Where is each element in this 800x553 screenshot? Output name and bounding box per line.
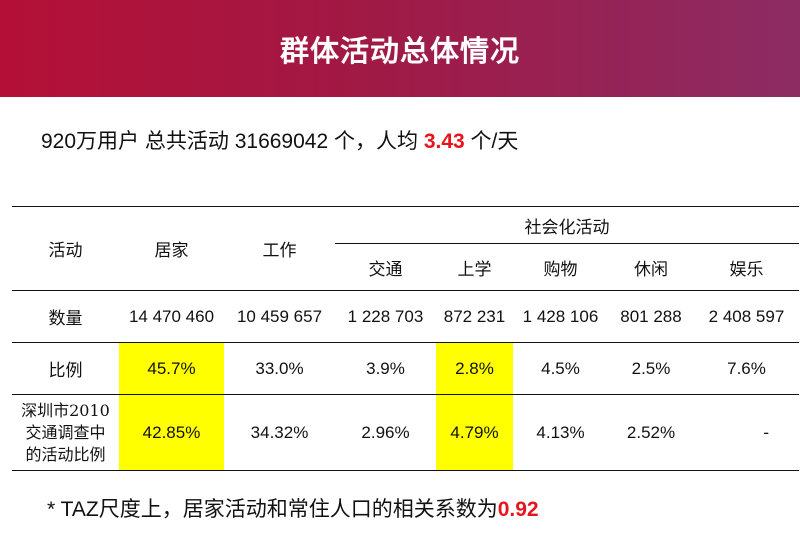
cell: 801 288 — [608, 290, 694, 343]
table-row: 数量 14 470 460 10 459 657 1 228 703 872 2… — [12, 290, 799, 343]
header-social-group: 社会化活动 — [335, 206, 799, 244]
header-shopping: 购物 — [513, 243, 608, 291]
page-title: 群体活动总体情况 — [279, 33, 520, 68]
cell: 14 470 460 — [119, 290, 224, 343]
header-leisure: 休闲 — [608, 243, 694, 291]
cell: 2.5% — [608, 342, 694, 395]
table-row: 深圳市2010 交通调查中 的活动比例 42.85% 34.32% 2.96% … — [12, 394, 799, 471]
label-line: 深圳市2010 — [21, 400, 110, 420]
highlighted-cell: 42.85% — [119, 394, 224, 471]
header-work: 工作 — [224, 206, 335, 291]
cell: 4.5% — [513, 342, 608, 395]
header-entertainment: 娱乐 — [694, 243, 799, 291]
row-label-ratio: 比例 — [12, 342, 119, 395]
summary-suffix: 个/天 — [464, 130, 519, 153]
header-school: 上学 — [436, 243, 513, 291]
cell: 10 459 657 — [224, 290, 335, 343]
cell: 4.13% — [513, 394, 608, 471]
cell: 34.32% — [224, 394, 335, 471]
header-traffic: 交通 — [335, 243, 436, 291]
summary-prefix: 920万用户 总共活动 31669042 个，人均 — [41, 130, 424, 153]
footnote: * TAZ尺度上，居家活动和常住人口的相关系数为0.92 — [47, 493, 539, 523]
summary-line: 920万用户 总共活动 31669042 个，人均 3.43 个/天 — [41, 125, 518, 155]
cell: 33.0% — [224, 342, 335, 395]
cell: 2 408 597 — [694, 290, 799, 343]
table-row: 比例 45.7% 33.0% 3.9% 2.8% 4.5% 2.5% 7.6% — [12, 342, 799, 395]
cell: 7.6% — [694, 342, 799, 395]
header-activity: 活动 — [12, 206, 119, 291]
header-home: 居家 — [119, 206, 224, 291]
cell: 872 231 — [436, 290, 513, 343]
cell: 3.9% — [335, 342, 436, 395]
row-label-count: 数量 — [12, 290, 119, 343]
cell: 1 228 703 — [335, 290, 436, 343]
summary-average: 3.43 — [423, 130, 465, 153]
footnote-value: 0.92 — [497, 498, 539, 521]
highlighted-cell: 45.7% — [119, 342, 224, 395]
cell: 1 428 106 — [513, 290, 608, 343]
label-line: 的活动比例 — [25, 444, 106, 464]
title-banner: 群体活动总体情况 — [0, 0, 800, 97]
row-label-shenzhen-survey: 深圳市2010 交通调查中 的活动比例 — [12, 394, 119, 471]
footnote-text: * TAZ尺度上，居家活动和常住人口的相关系数为 — [47, 498, 498, 521]
activity-table: 活动 居家 工作 社会化活动 交通 上学 购物 休闲 娱乐 数量 14 470 … — [12, 206, 799, 471]
cell: - — [694, 394, 799, 471]
highlighted-cell: 4.79% — [436, 394, 513, 471]
label-line: 交通调查中 — [25, 422, 106, 442]
cell: 2.96% — [335, 394, 436, 471]
cell: 2.52% — [608, 394, 694, 471]
highlighted-cell: 2.8% — [436, 342, 513, 395]
